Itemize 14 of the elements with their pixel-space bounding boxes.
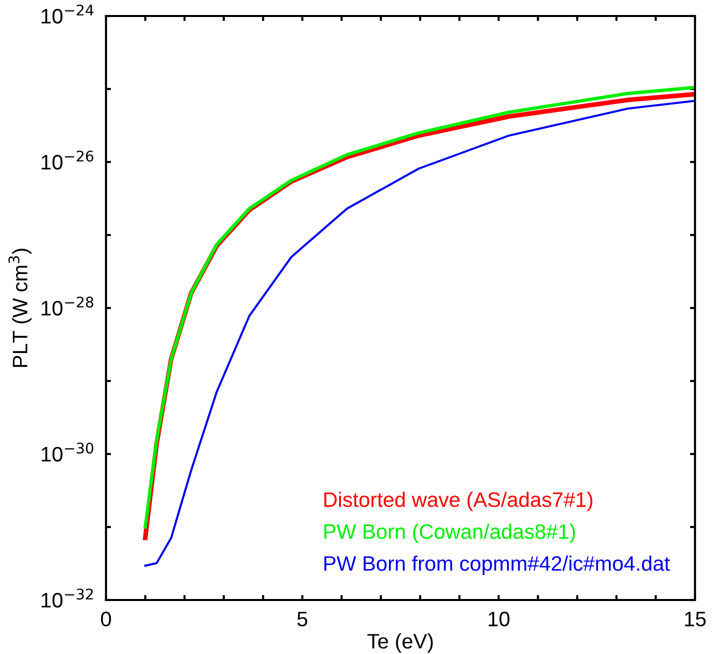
y-axis-title: PLT (W cm$^{3}$): [8, 248, 32, 367]
text: Distorted wave (AS/adas7#1): [324, 492, 592, 512]
y-tick-label: 10$^{−28}$: [42, 296, 94, 316]
y-tick-label: 10$^{−30}$: [42, 442, 94, 462]
x-tick-label: 0: [101, 612, 111, 626]
x-tick-label: 5: [297, 612, 308, 626]
text: PW Born from copmm#42/ic#mo4.dat: [324, 556, 670, 575]
y-tick-label: 10$^{−26}$: [42, 150, 94, 170]
x-axis-title: Te (eV): [367, 633, 433, 653]
y-tick-label: 10$^{−32}$: [42, 588, 93, 608]
text: PW Born (Cowan/adas8#1): [324, 524, 575, 544]
y-tick-label: 10$^{−24}$: [42, 4, 94, 24]
x-tick-label: 10: [488, 612, 510, 626]
x-tick-label: 15: [685, 612, 706, 626]
